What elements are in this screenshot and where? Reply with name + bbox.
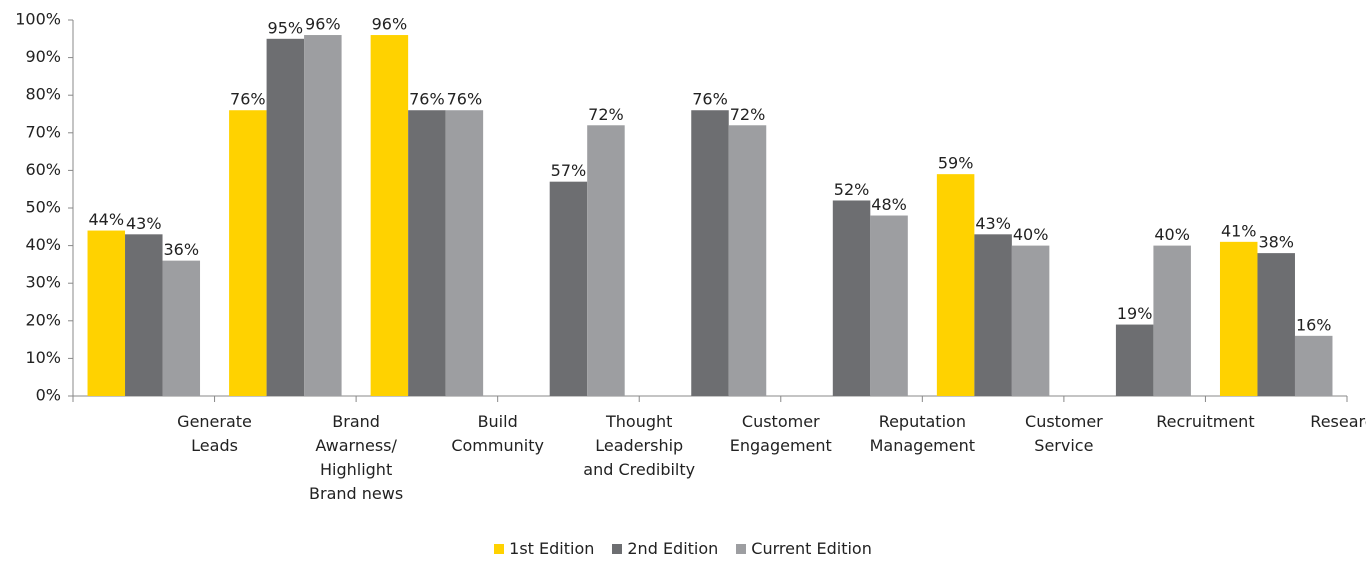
bar <box>936 174 975 396</box>
legend-item: 1st Edition <box>494 539 594 558</box>
bar <box>266 38 305 397</box>
x-tick-label: Thought Leadership and Credibilty <box>583 412 696 479</box>
bar <box>162 260 201 396</box>
bar <box>870 215 908 396</box>
x-tick-label: Brand Awarness/ Highlight Brand news <box>309 412 404 503</box>
bar <box>691 110 729 397</box>
y-tick-label: 70% <box>25 122 61 141</box>
y-tick-label: 30% <box>25 273 61 292</box>
bar <box>125 234 163 396</box>
bar <box>1115 324 1154 396</box>
x-tick-label: Customer Engagement <box>729 412 832 455</box>
bar <box>229 110 267 397</box>
x-tick-label: Build Community <box>451 412 544 455</box>
data-label: 72% <box>588 105 624 124</box>
data-label: 43% <box>975 214 1011 233</box>
bar <box>1153 245 1191 396</box>
legend-label: 2nd Edition <box>627 539 719 558</box>
data-label: 16% <box>1296 315 1332 334</box>
bar <box>87 230 126 396</box>
data-label: 72% <box>730 105 766 124</box>
data-label: 40% <box>1154 225 1190 244</box>
bar <box>728 125 767 396</box>
data-label: 40% <box>1013 225 1049 244</box>
y-tick-label: 0% <box>36 386 61 405</box>
data-label: 96% <box>305 15 341 34</box>
legend-item: 2nd Edition <box>612 539 718 558</box>
data-label: 76% <box>230 90 266 109</box>
legend-swatch <box>494 543 505 554</box>
y-tick-label: 40% <box>25 235 61 254</box>
data-label: 57% <box>551 161 587 180</box>
data-label: 95% <box>268 18 304 37</box>
data-label: 41% <box>1221 221 1257 240</box>
x-tick-label: Customer Service <box>1025 412 1103 455</box>
bar <box>1219 241 1258 396</box>
legend-item: Current Edition <box>736 539 872 558</box>
y-tick-label: 50% <box>25 198 61 217</box>
y-tick-label: 60% <box>25 160 61 179</box>
bar <box>370 35 409 396</box>
x-tick-label: Recruitment <box>1156 412 1255 431</box>
legend-swatch <box>612 543 623 554</box>
data-label: 36% <box>163 240 199 259</box>
data-label: 76% <box>692 90 728 109</box>
legend-label: 1st Edition <box>509 539 595 558</box>
data-label: 38% <box>1258 233 1294 252</box>
legend: 1st Edition 2nd Edition Current Edition <box>0 539 1366 558</box>
data-label: 44% <box>88 210 124 229</box>
data-label: 76% <box>447 90 483 109</box>
x-tick-label: Reputation Management <box>869 412 976 455</box>
y-tick-label: 90% <box>25 47 61 66</box>
bar <box>1257 253 1295 396</box>
bar <box>408 110 446 397</box>
data-label: 96% <box>372 15 408 34</box>
bar <box>549 181 588 396</box>
bar <box>587 125 625 396</box>
y-tick-label: 100% <box>15 10 61 29</box>
legend-swatch <box>736 543 747 554</box>
data-label: 52% <box>834 180 870 199</box>
y-tick-label: 80% <box>25 85 61 104</box>
y-tick-label: 10% <box>25 348 61 367</box>
bar <box>832 200 871 396</box>
bar <box>1294 335 1333 396</box>
data-label: 76% <box>409 90 445 109</box>
bar <box>1011 245 1050 396</box>
bar <box>974 234 1012 396</box>
data-label: 19% <box>1117 304 1153 323</box>
data-label: 43% <box>126 214 162 233</box>
data-label: 59% <box>938 154 974 173</box>
x-tick-label: Research <box>1310 412 1366 431</box>
x-tick-label: Generate Leads <box>177 412 252 455</box>
bar <box>304 35 342 396</box>
bar <box>445 110 484 397</box>
data-label: 48% <box>871 195 907 214</box>
y-tick-label: 20% <box>25 310 61 329</box>
legend-label: Current Edition <box>751 539 872 558</box>
